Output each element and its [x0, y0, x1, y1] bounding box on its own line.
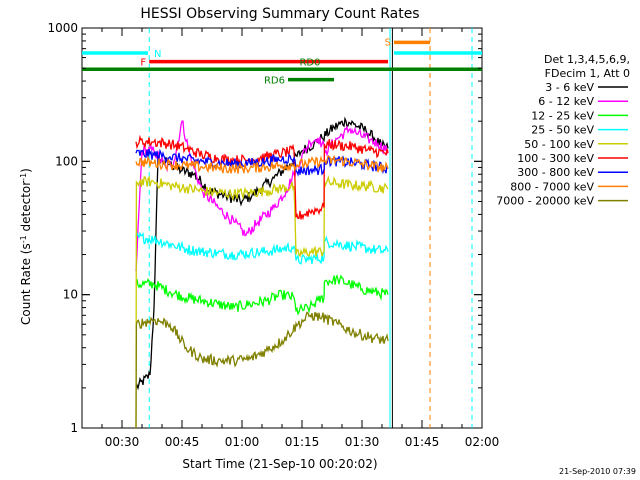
legend-label-1: 6 - 12 keV: [538, 95, 594, 108]
timestamp: 21-Sep-2010 07:39: [559, 467, 636, 476]
y-axis-label-end: ): [19, 168, 33, 173]
legend-label-8: 7000 - 20000 keV: [496, 195, 594, 208]
legend: Det 1,3,4,5,6,9, FDecim 1, Att 0 3 - 6 k…: [496, 53, 630, 208]
plot-frame: [81, 27, 483, 429]
y-axis-label-sup2: -1: [19, 173, 28, 181]
x-tick-label: 01:45: [405, 435, 440, 449]
x-axis: 00:30 00:45 01:00 01:15 01:30 01:45 02:00: [81, 28, 500, 449]
y-tick-label: 10: [63, 288, 78, 302]
legend-header-2: FDecim 1, Att 0: [545, 67, 630, 80]
flag-label-rd6: RD6: [264, 76, 285, 87]
series-line-1: [135, 120, 389, 272]
series-line-8: [135, 311, 389, 428]
x-tick-label: 01:15: [285, 435, 320, 449]
y-axis-label-main: Count Rate (s: [19, 243, 33, 325]
series-line-7: [135, 154, 389, 174]
x-tick-label: 00:45: [165, 435, 200, 449]
y-tick-label: 1000: [47, 21, 78, 35]
flag-label-rd0: RD0: [299, 57, 320, 68]
y-tick-label: 1: [70, 421, 78, 435]
x-tick-label: 01:30: [345, 435, 380, 449]
legend-label-7: 800 - 7000 keV: [510, 180, 594, 193]
legend-label-2: 12 - 25 keV: [531, 109, 594, 122]
legend-label-5: 100 - 300 keV: [517, 152, 594, 165]
series-line-3: [135, 231, 389, 265]
x-axis-label: Start Time (21-Sep-10 00:20:02): [182, 457, 377, 471]
y-axis-label-mid: detector: [19, 181, 33, 236]
x-tick-label: 01:00: [225, 435, 260, 449]
legend-label-4: 50 - 100 keV: [524, 138, 594, 151]
series-line-5: [135, 134, 389, 221]
legend-label-3: 25 - 50 keV: [531, 124, 594, 137]
y-axis-label: Count Rate (s-1 detector-1): [19, 168, 34, 325]
y-tick-label: 100: [55, 154, 78, 168]
series-line-2: [135, 274, 389, 316]
series-line-0: [135, 116, 389, 391]
series-line-4: [135, 175, 389, 428]
y-axis-label-sup1: -1: [19, 235, 28, 243]
legend-label-6: 300 - 800 keV: [517, 166, 594, 179]
legend-header-1: Det 1,3,4,5,6,9,: [544, 53, 630, 66]
chart-title: HESSI Observing Summary Count Rates: [140, 6, 419, 22]
x-tick-label: 00:30: [105, 435, 140, 449]
series-line-6: [135, 148, 389, 177]
flag-label-f: F: [140, 58, 146, 69]
y-axis: 1 10 100 1000: [47, 21, 482, 435]
x-tick-label: 02:00: [465, 435, 500, 449]
legend-label-0: 3 - 6 keV: [545, 81, 594, 94]
flag-label-s: S: [385, 37, 391, 48]
flag-label-n: N: [154, 49, 161, 60]
